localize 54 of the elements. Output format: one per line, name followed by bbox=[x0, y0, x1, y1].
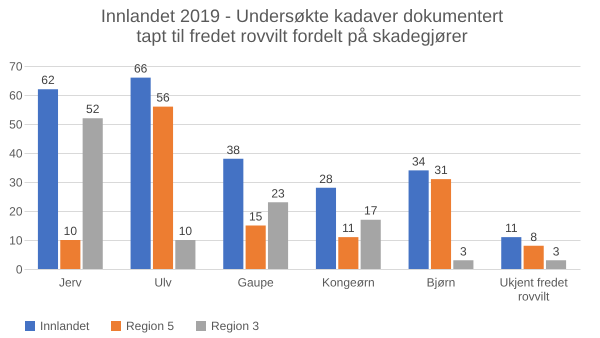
data-label: 15 bbox=[248, 210, 263, 224]
bar bbox=[501, 237, 522, 269]
data-label: 23 bbox=[271, 186, 286, 200]
bar bbox=[82, 118, 103, 269]
x-tick-label: Kongeørn bbox=[322, 276, 375, 290]
y-tick-label: 60 bbox=[9, 88, 23, 102]
bar bbox=[316, 188, 336, 269]
y-tick-label: 10 bbox=[9, 234, 23, 248]
chart-title: Innlandet 2019 - Undersøkte kadaver dokumentert tapt til fredet rovvilt fordelt på skadegjører bbox=[100, 6, 504, 46]
y-tick-label: 30 bbox=[9, 176, 23, 190]
data-label: 10 bbox=[178, 224, 192, 238]
y-tick-label: 0 bbox=[16, 262, 23, 276]
bar bbox=[38, 89, 58, 269]
bar bbox=[430, 179, 452, 269]
x-tick-label: Bjørn bbox=[426, 276, 456, 290]
data-label: 52 bbox=[86, 102, 100, 116]
data-label: 11 bbox=[342, 221, 355, 236]
x-tick-label: Ukjent fredet rovvilt bbox=[500, 276, 568, 304]
bar bbox=[524, 246, 544, 269]
data-label: 8 bbox=[530, 230, 538, 244]
data-label: 31 bbox=[434, 163, 448, 178]
legend-label: Innlandet bbox=[40, 319, 90, 333]
data-label: 62 bbox=[41, 73, 55, 88]
y-tick-label: 50 bbox=[9, 118, 23, 132]
x-tick-label: Jerv bbox=[58, 276, 82, 290]
data-label: 3 bbox=[460, 244, 468, 258]
legend-label: Region 3 bbox=[211, 319, 260, 333]
y-tick-label: 20 bbox=[9, 204, 23, 218]
data-label: 56 bbox=[156, 90, 170, 105]
data-label: 11 bbox=[505, 221, 518, 236]
data-label: 17 bbox=[364, 204, 378, 218]
y-tick-label: 40 bbox=[9, 146, 23, 160]
data-label: 3 bbox=[552, 244, 560, 258]
data-label: 10 bbox=[64, 224, 78, 238]
x-tick-label: Gaupe bbox=[238, 276, 274, 290]
data-label: 34 bbox=[412, 154, 426, 168]
bar bbox=[130, 78, 151, 269]
bar bbox=[152, 106, 174, 269]
bar bbox=[360, 220, 381, 269]
x-tick-label: Ulv bbox=[154, 276, 172, 290]
legend-label: Region 5 bbox=[126, 319, 174, 333]
bar bbox=[546, 260, 566, 269]
bar bbox=[268, 202, 288, 269]
y-tick-label: 70 bbox=[9, 60, 23, 74]
data-label: 38 bbox=[226, 142, 240, 157]
bar bbox=[453, 260, 474, 269]
bar bbox=[60, 240, 80, 269]
bar bbox=[246, 226, 266, 269]
data-label: 28 bbox=[319, 172, 333, 186]
bar bbox=[223, 158, 244, 269]
bar bbox=[175, 240, 196, 269]
data-label: 66 bbox=[134, 62, 148, 76]
bar bbox=[338, 237, 358, 269]
bar bbox=[408, 170, 429, 269]
